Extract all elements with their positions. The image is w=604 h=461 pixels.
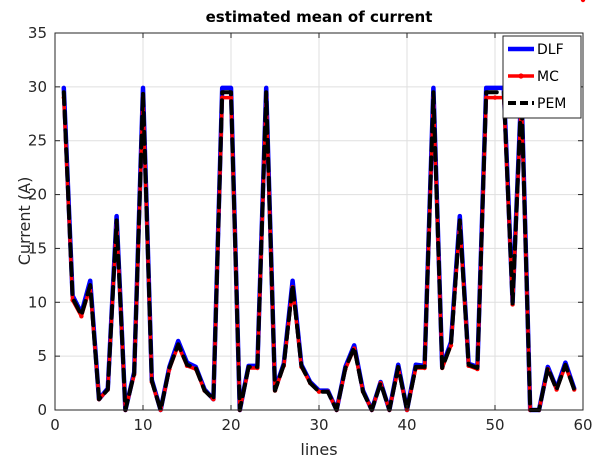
series-point-mc [228,95,234,100]
series-line-pem [61,90,577,412]
x-axis-label: lines [300,440,337,459]
y-tick-label: 10 [28,293,47,311]
x-tick-label: 10 [133,416,152,434]
legend-label-mc: MC [537,69,559,85]
x-tick-label: 50 [485,416,504,434]
series-point-mc [79,314,84,319]
y-tick-label: 15 [28,239,47,257]
y-tick-label: 20 [28,186,47,204]
x-tick-label: 60 [573,416,592,434]
ticks: 0 10 20 30 40 50 60 0 5 10 15 20 25 30 35 [28,24,593,434]
y-tick-label: 35 [28,24,47,42]
y-tick-label: 0 [37,401,47,419]
x-tick-label: 20 [221,416,240,434]
y-axis-label: Current (A) [15,177,34,266]
y-tick-label: 5 [37,347,47,365]
series-point-mc [492,95,498,100]
series-point-mc [580,0,586,3]
legend-label-pem: PEM [537,96,566,112]
x-tick-label: 0 [50,416,60,434]
x-tick-label: 30 [309,416,328,434]
legend: DLF MC PEM [502,35,582,119]
y-tick-label: 25 [28,132,47,150]
chart-title: estimated mean of current [206,8,433,26]
series-layer [61,0,586,413]
legend-marker-mc [518,73,524,79]
series-point-mc [484,95,489,100]
x-tick-label: 40 [397,416,416,434]
y-tick-label: 30 [28,78,47,96]
legend-label-dlf: DLF [537,42,564,58]
